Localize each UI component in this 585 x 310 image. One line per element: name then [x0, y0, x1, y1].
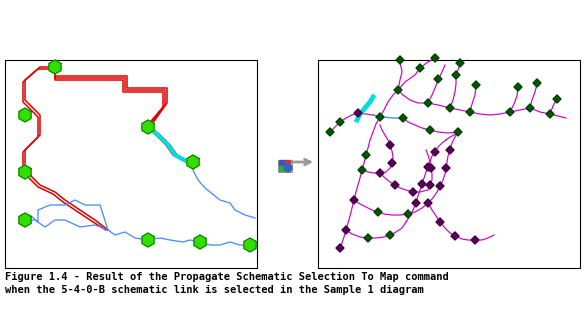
Polygon shape: [187, 155, 199, 169]
Polygon shape: [19, 108, 31, 122]
Polygon shape: [386, 141, 394, 149]
Polygon shape: [399, 114, 407, 122]
Polygon shape: [471, 236, 479, 244]
Polygon shape: [19, 213, 31, 227]
Polygon shape: [358, 166, 366, 174]
Polygon shape: [434, 75, 442, 83]
Circle shape: [284, 164, 292, 172]
Polygon shape: [424, 99, 432, 107]
Polygon shape: [336, 244, 344, 252]
Bar: [279, 160, 284, 165]
Polygon shape: [404, 210, 412, 218]
Polygon shape: [426, 181, 434, 189]
Polygon shape: [364, 234, 372, 242]
Polygon shape: [506, 108, 514, 116]
Polygon shape: [354, 109, 362, 117]
Polygon shape: [412, 199, 420, 207]
Polygon shape: [427, 164, 435, 172]
Polygon shape: [342, 226, 350, 234]
Polygon shape: [391, 181, 399, 189]
Polygon shape: [376, 169, 384, 177]
Polygon shape: [431, 54, 439, 62]
Bar: [279, 166, 284, 171]
Bar: [278, 160, 292, 172]
Polygon shape: [436, 218, 444, 226]
Polygon shape: [19, 165, 31, 179]
Polygon shape: [350, 196, 358, 204]
Polygon shape: [456, 59, 464, 67]
Polygon shape: [418, 180, 426, 188]
Polygon shape: [424, 163, 432, 171]
Polygon shape: [394, 86, 402, 94]
Polygon shape: [326, 128, 334, 136]
Polygon shape: [362, 151, 370, 159]
Polygon shape: [436, 182, 444, 190]
Polygon shape: [386, 231, 394, 239]
Polygon shape: [442, 164, 450, 172]
Polygon shape: [142, 120, 154, 134]
Bar: [285, 160, 290, 165]
Polygon shape: [454, 128, 462, 136]
Text: when the 5-4-0-B schematic link is selected in the Sample 1 diagram: when the 5-4-0-B schematic link is selec…: [5, 285, 424, 295]
Polygon shape: [142, 233, 154, 247]
Bar: [318, 60, 580, 268]
Polygon shape: [446, 146, 454, 154]
Polygon shape: [424, 199, 432, 207]
Polygon shape: [374, 208, 382, 216]
Polygon shape: [451, 232, 459, 240]
Polygon shape: [376, 113, 384, 121]
Polygon shape: [396, 56, 404, 64]
Polygon shape: [426, 126, 434, 134]
Polygon shape: [546, 110, 554, 118]
Polygon shape: [514, 83, 522, 91]
Polygon shape: [452, 71, 460, 79]
Bar: [5, 60, 257, 268]
Polygon shape: [472, 81, 480, 89]
Polygon shape: [388, 159, 396, 167]
Polygon shape: [533, 79, 541, 87]
Polygon shape: [336, 118, 344, 126]
Polygon shape: [446, 104, 454, 112]
Polygon shape: [409, 188, 417, 196]
Polygon shape: [49, 60, 61, 74]
Polygon shape: [416, 64, 424, 72]
Polygon shape: [553, 95, 561, 103]
Polygon shape: [431, 148, 439, 156]
Polygon shape: [194, 235, 206, 249]
Polygon shape: [466, 108, 474, 116]
Text: Figure 1.4 - Result of the Propagate Schematic Selection To Map command: Figure 1.4 - Result of the Propagate Sch…: [5, 272, 449, 282]
Polygon shape: [244, 238, 256, 252]
Polygon shape: [526, 104, 534, 112]
